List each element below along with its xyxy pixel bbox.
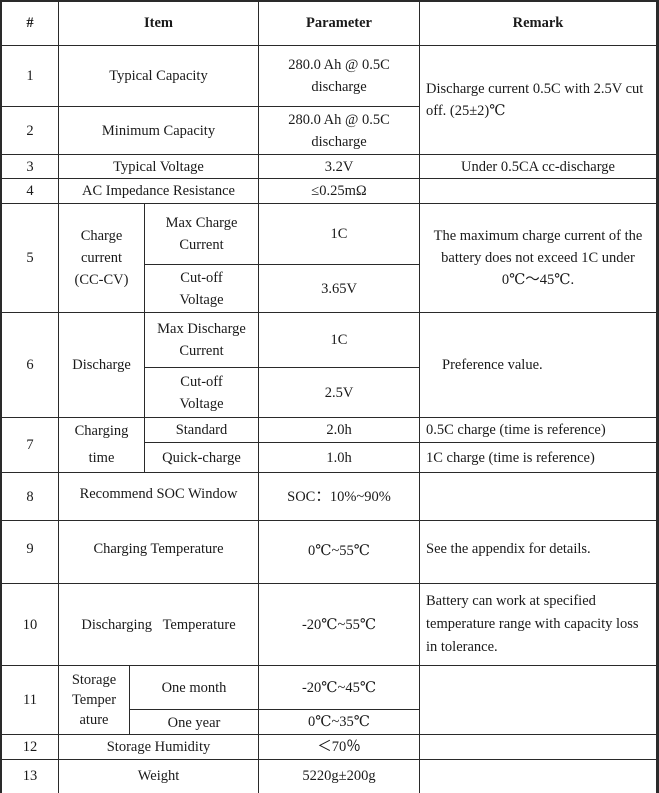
- row-parameter: 2.5V: [259, 368, 420, 418]
- row-subitem: One month: [130, 666, 259, 710]
- row-remark: [420, 666, 657, 735]
- row-subitem: Standard: [145, 418, 259, 443]
- row-remark: Battery can work at specified temperatur…: [420, 584, 657, 666]
- row-parameter: 1.0h: [259, 443, 420, 473]
- row-remark: [420, 735, 657, 760]
- row-remark: Discharge current 0.5C with 2.5V cut off…: [420, 46, 657, 155]
- row-item: Weight: [59, 760, 259, 793]
- row-parameter: 2.0h: [259, 418, 420, 443]
- row-parameter: ＜70％: [259, 735, 420, 760]
- row-remark: [420, 179, 657, 204]
- header-item: Item: [59, 0, 259, 46]
- row-parameter: 3.2V: [259, 155, 420, 179]
- row-num: 1: [2, 46, 59, 107]
- row-item: Charging Temperature: [59, 521, 259, 584]
- row-parameter: 5220g±200g: [259, 760, 420, 793]
- row-remark: [420, 473, 657, 521]
- row-parameter: ≤0.25mΩ: [259, 179, 420, 204]
- row-item-group: Discharge: [59, 313, 145, 418]
- row-num: 5: [2, 204, 59, 313]
- row-remark: Preference value.: [420, 313, 657, 418]
- header-remark: Remark: [420, 0, 657, 46]
- row-parameter: 1C: [259, 313, 420, 368]
- row-num: 10: [2, 584, 59, 666]
- row-item-group: Charging time: [59, 418, 145, 473]
- row-parameter: 280.0 Ah @ 0.5C discharge: [259, 107, 420, 155]
- row-subitem: Max Charge Current: [145, 204, 259, 265]
- row-item: Typical Voltage: [59, 155, 259, 179]
- row-item: Minimum Capacity: [59, 107, 259, 155]
- row-remark: 1C charge (time is reference): [420, 443, 657, 473]
- row-num: 12: [2, 735, 59, 760]
- header-parameter: Parameter: [259, 0, 420, 46]
- row-item-group: Charge current (CC-CV): [59, 204, 145, 313]
- row-item: Storage Humidity: [59, 735, 259, 760]
- row-subitem: Max Discharge Current: [145, 313, 259, 368]
- row-subitem: Cut-off Voltage: [145, 368, 259, 418]
- row-num: 2: [2, 107, 59, 155]
- row-parameter: -20℃~45℃: [259, 666, 420, 710]
- row-num: 3: [2, 155, 59, 179]
- row-remark: 0.5C charge (time is reference): [420, 418, 657, 443]
- row-parameter: 0℃~35℃: [259, 710, 420, 735]
- row-parameter: -20℃~55℃: [259, 584, 420, 666]
- row-num: 8: [2, 473, 59, 521]
- row-item-group: Storage Temper ature: [59, 666, 130, 735]
- row-parameter: SOC：10%~90%: [259, 473, 420, 521]
- row-subitem: Cut-off Voltage: [145, 265, 259, 313]
- row-num: 6: [2, 313, 59, 418]
- row-subitem: Quick-charge: [145, 443, 259, 473]
- row-parameter: 280.0 Ah @ 0.5C discharge: [259, 46, 420, 107]
- row-num: 13: [2, 760, 59, 793]
- row-remark: See the appendix for details.: [420, 521, 657, 584]
- row-num: 9: [2, 521, 59, 584]
- row-item: Recommend SOC Window: [59, 473, 259, 521]
- row-parameter: 3.65V: [259, 265, 420, 313]
- row-parameter: 0℃~55℃: [259, 521, 420, 584]
- row-item: AC Impedance Resistance: [59, 179, 259, 204]
- row-remark: [420, 760, 657, 793]
- row-num: 4: [2, 179, 59, 204]
- row-num: 11: [2, 666, 59, 735]
- row-remark: The maximum charge current of the batter…: [420, 204, 657, 313]
- row-item: Discharging Temperature: [59, 584, 259, 666]
- row-parameter: 1C: [259, 204, 420, 265]
- row-subitem: One year: [130, 710, 259, 735]
- row-remark: Under 0.5CA cc-discharge: [420, 155, 657, 179]
- row-num: 7: [2, 418, 59, 473]
- row-item: Typical Capacity: [59, 46, 259, 107]
- header-num: #: [2, 0, 59, 46]
